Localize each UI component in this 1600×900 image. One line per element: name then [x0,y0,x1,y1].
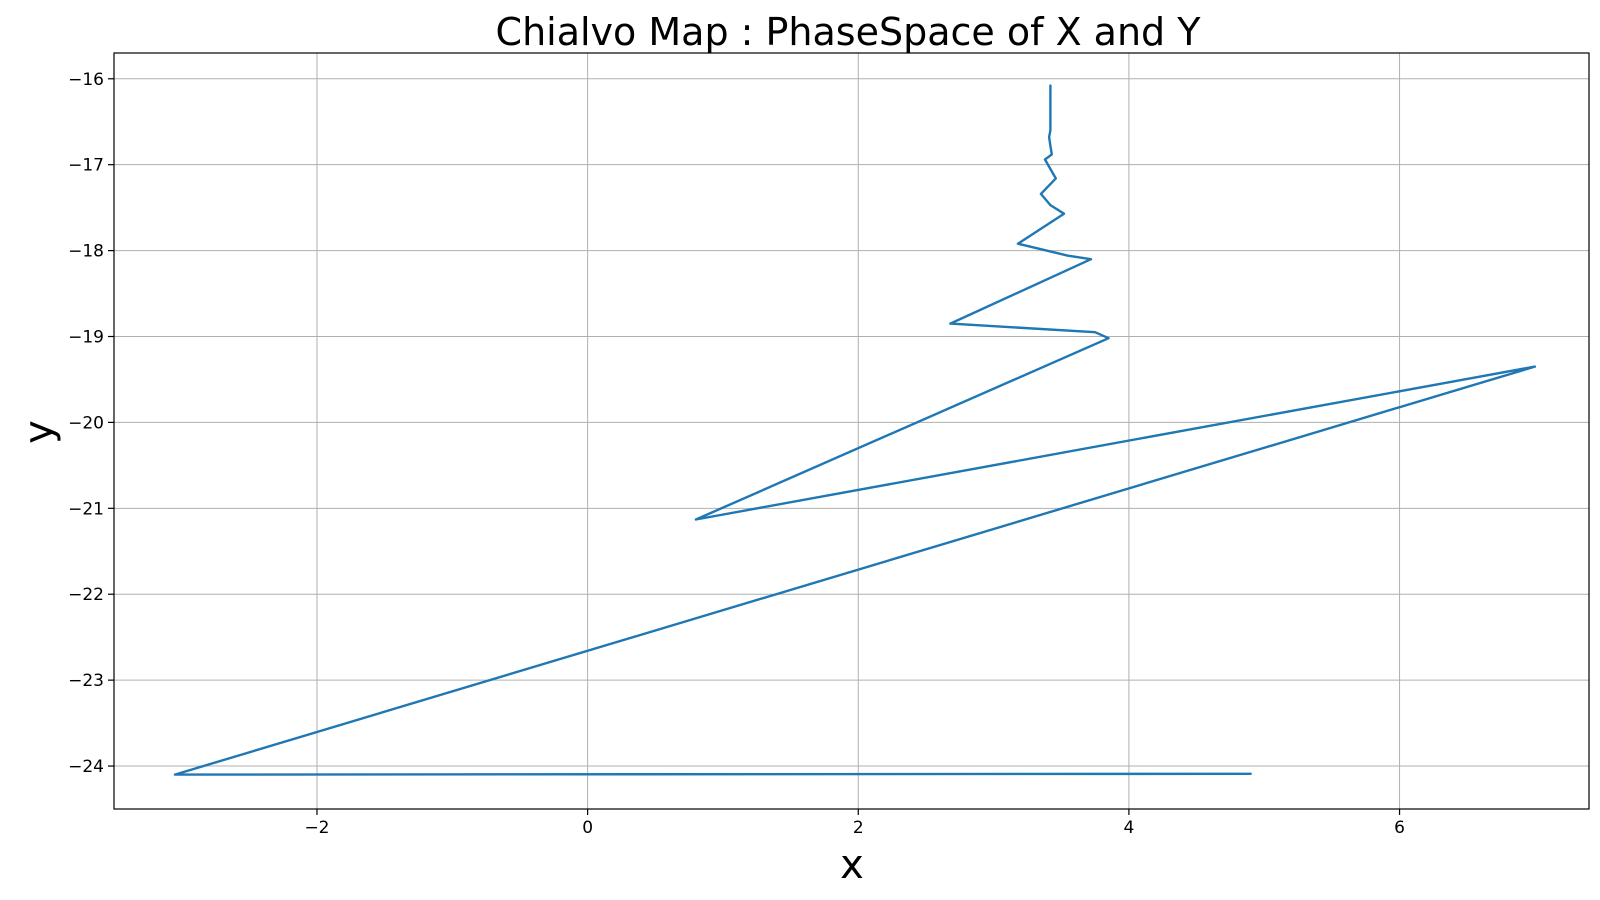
series-line-0 [173,84,1537,776]
y-tick-label: −21 [68,499,104,519]
x-axis-label: x [840,842,864,888]
y-tick-label: −22 [68,585,104,605]
y-tick-label: −23 [68,671,104,691]
grid [114,53,1589,809]
y-tick-label: −16 [68,70,104,90]
y-tick-label: −18 [68,242,104,262]
axis-ticks: −2 0 2 4 6−16−17−18−19−20−21−22−23−24 [68,70,1405,838]
y-tick-label: −20 [68,413,104,433]
x-tick-label: 0 [582,818,593,838]
chart-title: Chialvo Map : PhaseSpace of X and Y [496,10,1202,54]
x-tick-label: 2 [853,818,864,838]
y-tick-label: −24 [68,757,104,777]
x-tick-label: −2 [304,818,329,838]
y-tick-label: −19 [68,328,104,348]
y-axis-label: y [16,420,62,444]
plot-frame [113,52,1590,810]
x-tick-label: 4 [1123,818,1134,838]
series-layer [173,84,1537,776]
x-tick-label: 6 [1394,818,1405,838]
y-tick-label: −17 [68,156,104,176]
